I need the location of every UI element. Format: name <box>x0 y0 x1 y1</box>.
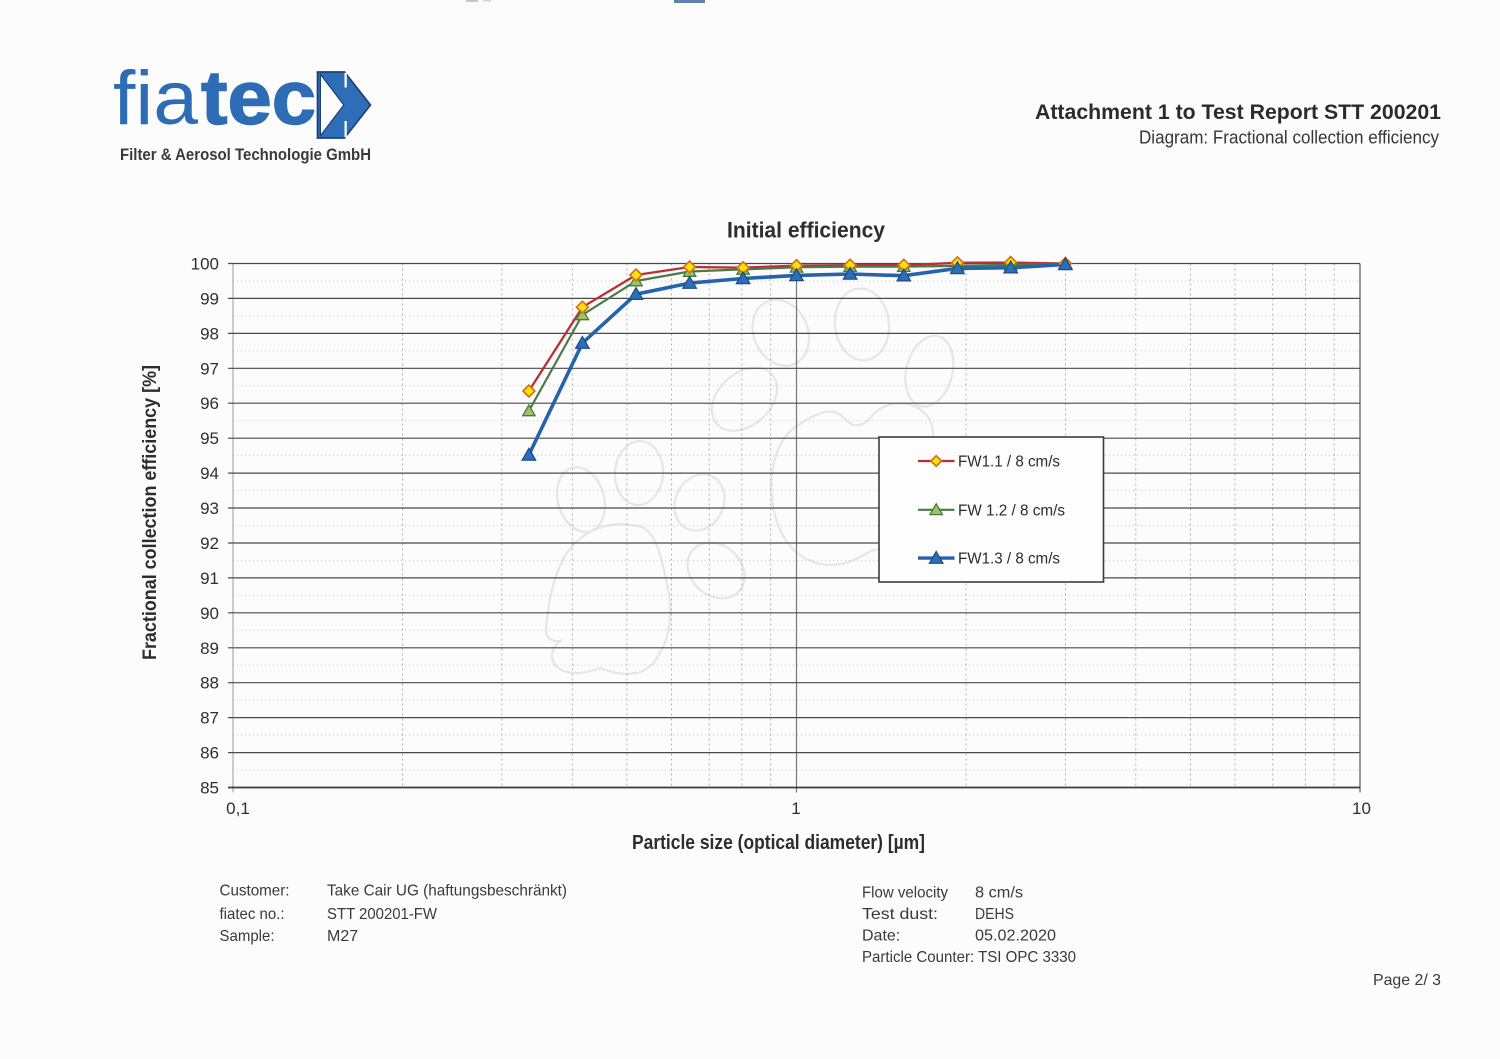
svg-text:FW1.3 / 8 cm/s: FW1.3 / 8 cm/s <box>958 551 1060 568</box>
svg-text:Date:: Date: <box>862 928 900 945</box>
svg-text:95: 95 <box>200 429 219 448</box>
svg-text:STT 200201-FW: STT 200201-FW <box>327 906 438 923</box>
svg-text:87: 87 <box>200 709 219 728</box>
svg-text:96: 96 <box>200 394 219 413</box>
svg-text:Page 2/ 3: Page 2/ 3 <box>1373 972 1441 989</box>
svg-text:Test dust:: Test dust: <box>862 906 938 923</box>
svg-text:1: 1 <box>791 799 800 818</box>
svg-text:10: 10 <box>1352 799 1371 818</box>
svg-text:90: 90 <box>200 604 219 623</box>
svg-text:97: 97 <box>200 359 219 378</box>
svg-text:86: 86 <box>200 744 219 763</box>
svg-text:FW 1.2 / 8 cm/s: FW 1.2 / 8 cm/s <box>958 502 1065 519</box>
svg-text:8 cm/s: 8 cm/s <box>975 885 1023 902</box>
svg-text:92: 92 <box>200 534 219 553</box>
svg-text:93: 93 <box>200 499 219 518</box>
svg-text:Attachment 1 to Test Report ST: Attachment 1 to Test Report STT 200201 <box>1035 100 1441 124</box>
svg-text:Particle Counter: TSI OPC 3330: Particle Counter: TSI OPC 3330 <box>862 949 1076 966</box>
svg-text:05.02.2020: 05.02.2020 <box>975 928 1056 945</box>
svg-text:88: 88 <box>200 674 219 693</box>
svg-text:Initial efficiency: Initial efficiency <box>727 218 886 243</box>
svg-text:FW1.1 / 8 cm/s: FW1.1 / 8 cm/s <box>958 454 1060 471</box>
svg-text:DEHS: DEHS <box>975 906 1014 923</box>
svg-text:Filter & Aerosol Technologie G: Filter & Aerosol Technologie GmbH <box>120 145 371 164</box>
svg-text:100: 100 <box>191 255 219 274</box>
svg-text:91: 91 <box>200 569 219 588</box>
svg-text:fia: fia <box>113 56 199 141</box>
svg-text:94: 94 <box>200 464 219 483</box>
svg-text:Sample:: Sample: <box>220 928 275 945</box>
svg-text:89: 89 <box>200 639 219 658</box>
svg-text:tec: tec <box>201 56 316 141</box>
svg-text:Take Cair UG (haftungsbeschrän: Take Cair UG (haftungsbeschränkt) <box>327 883 567 900</box>
svg-text:Diagram: Fractional collection: Diagram: Fractional collection efficienc… <box>1139 128 1439 148</box>
svg-text:Fractional collection efficien: Fractional collection efficiency [%] <box>140 365 161 660</box>
svg-text:M27: M27 <box>327 928 358 945</box>
svg-text:Particle size (optical diamete: Particle size (optical diameter) [µm] <box>632 832 925 854</box>
svg-text:Customer:: Customer: <box>220 883 290 900</box>
svg-text:0,1: 0,1 <box>226 799 250 818</box>
svg-text:Flow velocity: Flow velocity <box>862 885 948 902</box>
svg-text:85: 85 <box>200 779 219 798</box>
svg-text:fiatec no.:: fiatec no.: <box>220 906 285 923</box>
svg-text:99: 99 <box>200 289 219 308</box>
svg-text:98: 98 <box>200 324 219 343</box>
